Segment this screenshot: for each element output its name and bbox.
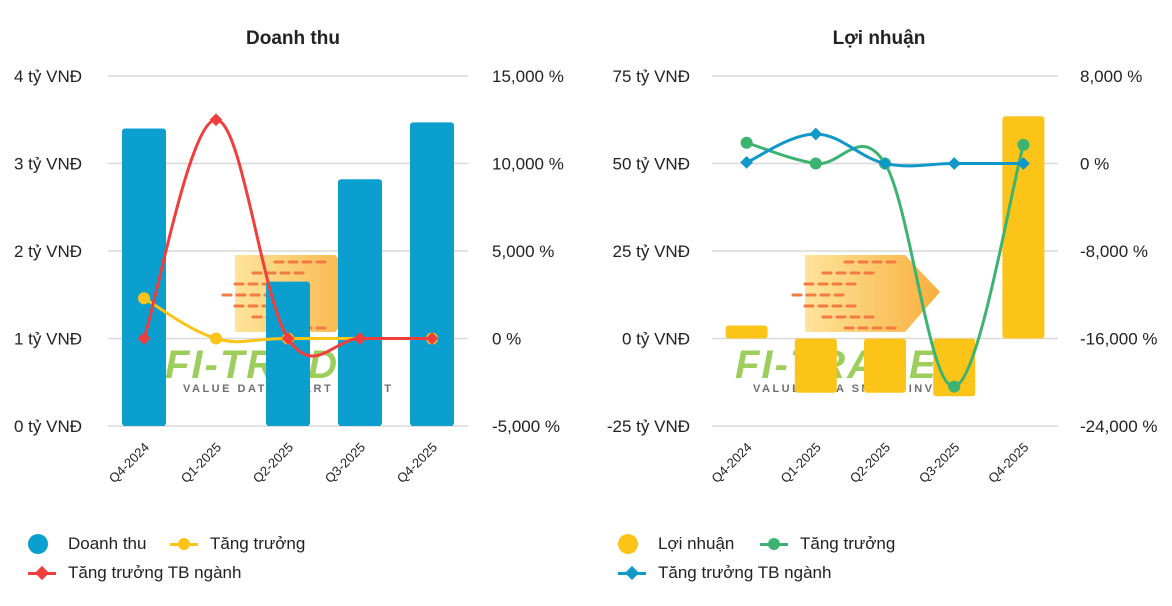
point-marker xyxy=(1017,138,1030,151)
y-right-tick-label: -5,000 % xyxy=(492,417,560,436)
watermark: FI-TRADEVALUE DATA SMART INVEST xyxy=(735,255,963,395)
legend-item-growth[interactable]: Tăng trưởng xyxy=(170,534,305,554)
x-tick-label: Q4-2025 xyxy=(985,440,1031,486)
legend-label: Tăng trưởng xyxy=(210,534,306,553)
y-left-tick-label: 2 tỷ VNĐ xyxy=(14,242,82,261)
x-tick-label: Q2-2025 xyxy=(250,440,296,486)
legend-item-industry[interactable]: Tăng trưởng TB ngành xyxy=(618,563,831,583)
legend-item-bars[interactable]: Doanh thu xyxy=(28,534,146,554)
x-tick-label: Q3-2025 xyxy=(322,440,368,486)
point-marker xyxy=(281,332,295,345)
point-marker xyxy=(809,127,823,141)
bar xyxy=(410,122,454,426)
legend-label: Lợi nhuận xyxy=(658,534,735,553)
chart-panel-revenue: Doanh thu FI-TRADEVALUE DATA SMART INVES… xyxy=(14,28,564,583)
bar xyxy=(725,325,768,339)
y-left-tick-label: 25 tỷ VNĐ xyxy=(613,242,690,261)
y-right-tick-label: 0 % xyxy=(1080,155,1109,174)
y-right-tick-label: -8,000 % xyxy=(1080,242,1148,261)
chart-title: Lợi nhuận xyxy=(832,28,926,49)
watermark-tagline: VALUE DATA SMART INVEST xyxy=(753,383,963,395)
y-right-tick-label: 15,000 % xyxy=(492,67,564,86)
legend-label: Tăng trưởng TB ngành xyxy=(68,563,242,582)
x-tick-label: Q3-2025 xyxy=(916,440,962,486)
bar xyxy=(794,338,837,393)
legend-item-bars[interactable]: Lợi nhuận xyxy=(618,534,734,554)
y-right-tick-label: 10,000 % xyxy=(492,155,564,174)
x-tick-label: Q1-2025 xyxy=(778,440,824,486)
x-tick-label: Q2-2025 xyxy=(847,440,893,486)
point-marker xyxy=(353,332,367,345)
y-right-tick-label: -24,000 % xyxy=(1080,417,1158,436)
x-tick-label: Q1-2025 xyxy=(178,440,224,486)
legend-label: Tăng trưởng xyxy=(800,534,896,553)
point-marker xyxy=(137,332,151,345)
y-left-tick-label: 4 tỷ VNĐ xyxy=(14,67,82,86)
y-left-tick-label: 75 tỷ VNĐ xyxy=(613,67,690,86)
bar xyxy=(122,128,166,426)
x-tick-label: Q4-2024 xyxy=(106,440,152,486)
point-marker xyxy=(740,156,753,169)
point-marker xyxy=(425,332,439,345)
y-left-tick-label: 50 tỷ VNĐ xyxy=(613,155,690,174)
y-left-tick-label: 0 tỷ VNĐ xyxy=(622,330,690,349)
y-right-tick-label: 0 % xyxy=(492,330,521,349)
x-tick-label: Q4-2025 xyxy=(394,440,440,486)
point-marker xyxy=(947,157,961,170)
point-marker xyxy=(948,380,961,393)
y-left-tick-label: 1 tỷ VNĐ xyxy=(14,330,82,349)
point-marker xyxy=(740,136,753,149)
point-marker xyxy=(210,332,222,345)
legend-item-growth[interactable]: Tăng trưởng xyxy=(760,534,895,554)
chart-panel-profit: Lợi nhuận FI-TRADEVALUE DATA SMART INVES… xyxy=(586,0,1172,606)
chart-svg: FI-TRADEVALUE DATA SMART INVEST -25 tỷ VN… xyxy=(607,67,1158,486)
y-right-tick-label: 8,000 % xyxy=(1080,67,1142,86)
legend-label: Doanh thu xyxy=(68,534,147,553)
legend-item-industry[interactable]: Tăng trưởng TB ngành xyxy=(28,563,241,583)
bar xyxy=(864,338,906,393)
chart-svg: FI-TRADEVALUE DATA SMART INVEST0 tỷ VNĐ1… xyxy=(14,67,564,486)
y-right-tick-label: -16,000 % xyxy=(1080,330,1158,349)
bar xyxy=(933,338,976,397)
bar xyxy=(1002,116,1045,339)
point-marker xyxy=(209,113,223,127)
point-marker xyxy=(809,157,822,170)
y-left-tick-label: 0 tỷ VNĐ xyxy=(14,417,82,436)
bar xyxy=(338,179,382,426)
legend-label: Tăng trưởng TB ngành xyxy=(658,563,832,582)
y-left-tick-label: 3 tỷ VNĐ xyxy=(14,155,82,174)
chart-title: Doanh thu xyxy=(246,28,340,49)
y-left-tick-label: -25 tỷ VNĐ xyxy=(607,417,690,436)
point-marker xyxy=(138,292,150,305)
x-tick-label: Q4-2024 xyxy=(708,440,754,486)
y-right-tick-label: 5,000 % xyxy=(492,242,554,261)
